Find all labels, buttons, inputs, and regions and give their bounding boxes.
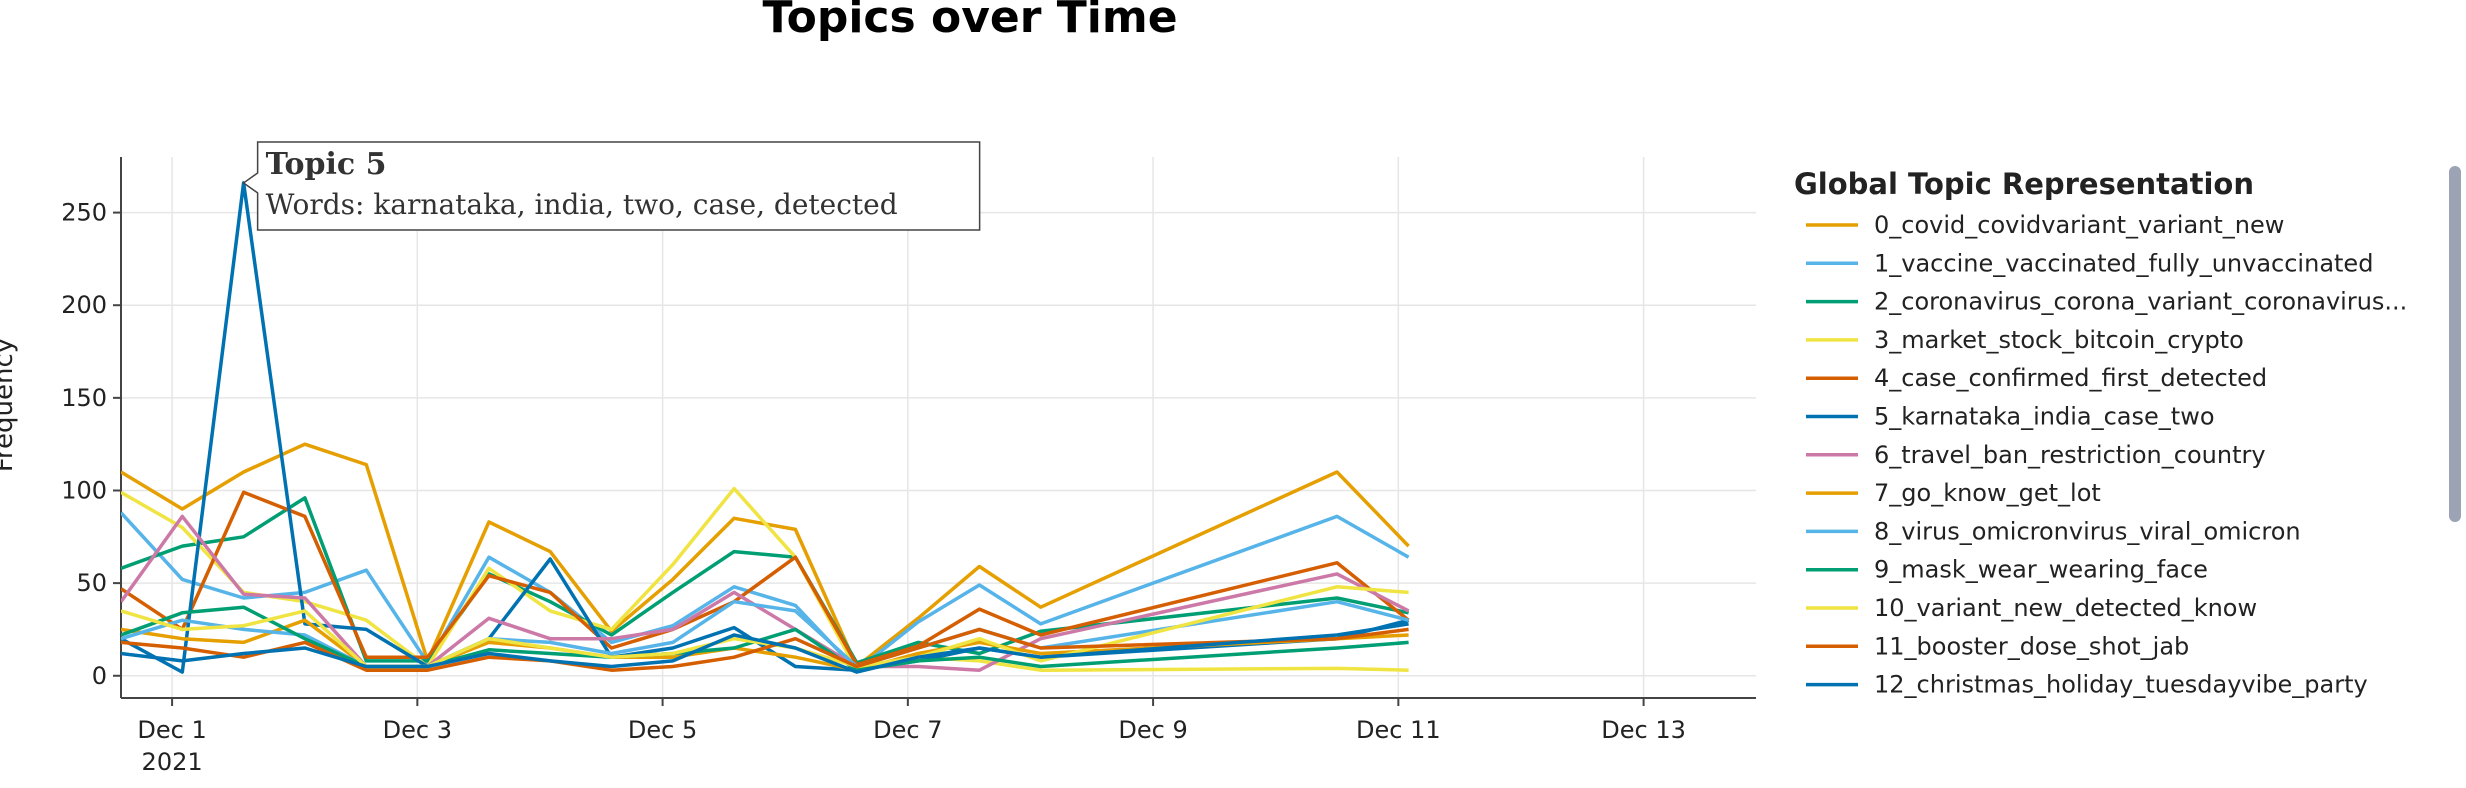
series-line-10[interactable]	[121, 585, 1409, 669]
y-tick-label: 200	[61, 291, 107, 319]
series-line-6[interactable]	[121, 514, 1410, 672]
legend-item-label[interactable]: 8_virus_omicronvirus_viral_omicron	[1874, 517, 2301, 545]
legend-scrollbar[interactable]	[2449, 166, 2461, 522]
x-tick-label: Dec 5	[628, 716, 697, 744]
x-tick-label: Dec 9	[1118, 716, 1187, 744]
legend-scrollbar-thumb[interactable]	[2449, 166, 2461, 522]
x-tick-label: Dec 13	[1601, 716, 1686, 744]
legend-item-label[interactable]: 7_go_know_get_lot	[1874, 479, 2101, 507]
x-tick-year-label: 2021	[142, 748, 203, 776]
series-line-4[interactable]	[121, 490, 1410, 667]
legend-item-label[interactable]: 6_travel_ban_restriction_country	[1874, 441, 2266, 469]
y-axis-label: Frequency	[0, 338, 19, 472]
series-line-3[interactable]	[121, 486, 1409, 672]
tooltip-title: Topic 5	[266, 147, 387, 182]
legend-item-label[interactable]: 10_variant_new_detected_know	[1874, 594, 2257, 622]
legend-item-label[interactable]: 4_case_confirmed_first_detected	[1874, 364, 2267, 392]
tooltip-box	[242, 141, 981, 231]
x-tick-label: Dec 3	[383, 716, 452, 744]
grid-layer	[121, 157, 1756, 698]
legend-item-label[interactable]: 12_christmas_holiday_tuesdayvibe_party	[1874, 671, 2368, 699]
ticks-layer: 0 50 100 150 200 250 Dec 1 2021 Dec 3 Dec 5 Dec 7 D…	[61, 199, 1686, 776]
legend-item-label[interactable]: 3_market_stock_bitcoin_crypto	[1874, 326, 2244, 354]
legend-item-label[interactable]: 11_booster_dose_shot_jab	[1874, 632, 2189, 660]
y-tick-label: 100	[61, 476, 107, 504]
legend: Global Topic Representation 0_covid_covi…	[1794, 167, 2407, 699]
y-tick-label: 250	[61, 199, 107, 227]
chart-title: Topics over Time	[762, 0, 1177, 43]
series-line-12[interactable]	[121, 622, 1409, 674]
series-line-11[interactable]	[121, 627, 1409, 672]
legend-item-label[interactable]: 2_coronavirus_corona_variant_coronavirus…	[1874, 288, 2407, 316]
axes-layer: Frequency	[0, 157, 1756, 699]
legend-item-label[interactable]: 0_covid_covidvariant_variant_new	[1874, 211, 2284, 239]
x-tick-label: Dec 7	[873, 716, 942, 744]
hover-tooltip: Topic 5 Words: karnataka, india, two, cas…	[242, 141, 981, 231]
legend-title: Global Topic Representation	[1794, 167, 2254, 201]
x-tick-label: Dec 1	[137, 716, 206, 744]
legend-item-label[interactable]: 9_mask_wear_wearing_face	[1874, 556, 2208, 584]
series-line-0[interactable]	[121, 442, 1410, 669]
y-tick-label: 0	[92, 662, 107, 690]
tooltip-text: Words: karnataka, india, two, case, dete…	[266, 188, 898, 221]
y-tick-label: 50	[76, 569, 107, 597]
x-tick-label: Dec 11	[1356, 716, 1441, 744]
y-tick-label: 150	[61, 384, 107, 412]
series-layer	[121, 181, 1410, 674]
legend-item-label[interactable]: 5_karnataka_india_case_two	[1874, 403, 2215, 431]
legend-item-label[interactable]: 1_vaccine_vaccinated_fully_unvaccinated	[1874, 249, 2373, 277]
